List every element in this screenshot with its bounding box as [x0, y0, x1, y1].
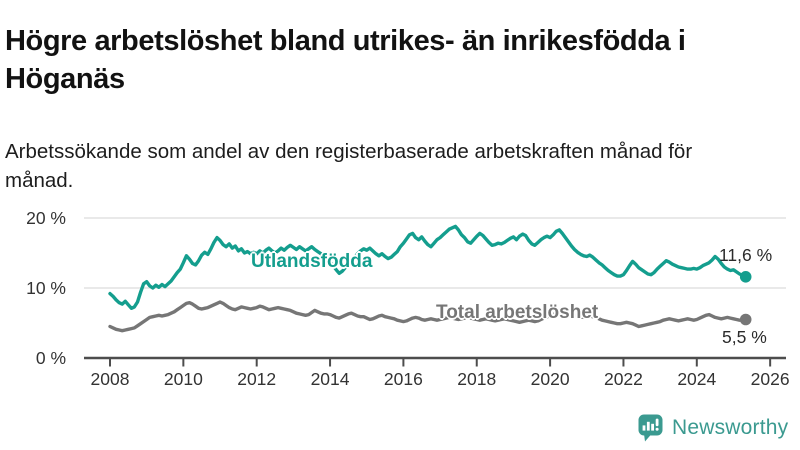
y-tick-label: 0 %: [35, 348, 66, 368]
y-tick-label: 20 %: [26, 208, 66, 228]
y-tick-label: 10 %: [26, 278, 66, 298]
value-label-total: 5,5 %: [722, 327, 767, 347]
x-tick-label: 2016: [383, 369, 423, 389]
page-title: Högre arbetslöshet bland utrikes- än inr…: [5, 25, 686, 95]
series-label-utlandsfodda: Utlandsfödda: [251, 251, 373, 272]
brand-name: Newsworthy: [672, 416, 789, 439]
x-tick-label: 2010: [163, 369, 203, 389]
x-tick-label: 2008: [90, 369, 130, 389]
logo-bubble: [638, 414, 663, 442]
chart-subtitle: Arbetssökande som andel av den registerb…: [5, 139, 693, 193]
x-tick-label: 2026: [750, 369, 790, 389]
bar-chart-speech-bubble-icon: [638, 414, 664, 442]
series-label-total-arbetsloshet: Total arbetslöshet: [436, 302, 599, 323]
x-tick-label: 2014: [310, 369, 350, 389]
x-tick-label: 2018: [457, 369, 497, 389]
x-tick-label: 2012: [237, 369, 277, 389]
x-tick-label: 2024: [677, 369, 717, 389]
newsworthy-logo: Newsworthy: [638, 414, 788, 442]
x-tick-label: 2022: [603, 369, 643, 389]
x-tick-label: 2020: [530, 369, 570, 389]
value-label-utlandsfodda: 11,6 %: [719, 245, 773, 265]
